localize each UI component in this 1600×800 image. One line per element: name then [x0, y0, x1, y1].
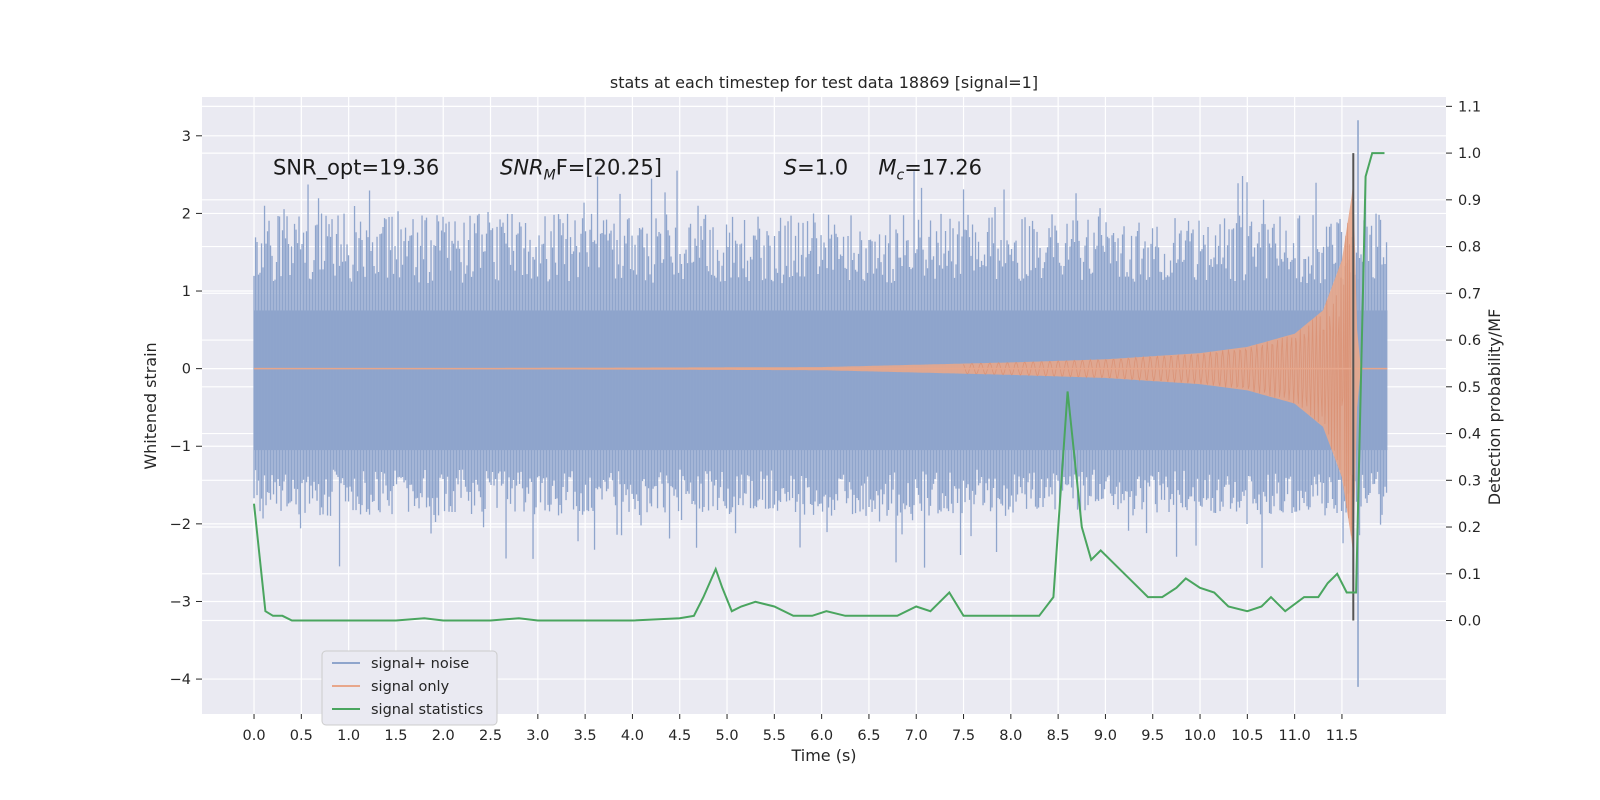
- y-left-tick-label: −3: [170, 594, 191, 610]
- tick-labels: 0.0 0.5 1.0 1.5 2.0 2.5 3.0 3.5 4.0 4.5 5.0 5.5 6.0 6…: [170, 99, 1481, 744]
- x-tick-label: 0.5: [290, 728, 313, 744]
- x-tick-label: 11.5: [1326, 728, 1358, 744]
- x-tick-label: 0.0: [242, 728, 265, 744]
- y-left-tick-label: −1: [170, 439, 191, 455]
- y-right-tick-label: 1.1: [1458, 99, 1481, 115]
- signal-chirp-oscillation: [963, 222, 1354, 536]
- y-left-tick-label: 2: [182, 206, 191, 222]
- y-right-tick-label: 0.9: [1458, 193, 1481, 209]
- y-right-tick-label: 0.4: [1458, 427, 1481, 443]
- x-tick-label: 4.5: [668, 728, 691, 744]
- y-right-tick-label: 0.3: [1458, 473, 1481, 489]
- x-tick-label: 11.0: [1278, 728, 1310, 744]
- x-tick-label: 6.0: [810, 728, 833, 744]
- series-signal-statistics: [253, 152, 1385, 622]
- legend-box: [321, 650, 498, 726]
- y-right-tick-label: 0.8: [1458, 240, 1481, 256]
- x-tick-label: 3.0: [526, 728, 549, 744]
- x-tick-label: 7.0: [905, 728, 928, 744]
- x-axis-label: Time (s): [790, 746, 856, 765]
- x-tick-label: 1.0: [337, 728, 360, 744]
- series-signal-only: [254, 182, 1388, 555]
- y-right-tick-label: 1.0: [1458, 146, 1481, 162]
- series-signal-noise: [253, 120, 1388, 687]
- y-right-tick-label: 0.2: [1458, 520, 1481, 536]
- annotation-text: Mc=17.26: [878, 156, 982, 184]
- x-tick-label: 10.5: [1231, 728, 1263, 744]
- y-right-tick-label: 0.5: [1458, 380, 1481, 396]
- x-tick-label: 5.5: [763, 728, 786, 744]
- y-left-tick-label: −4: [170, 672, 191, 688]
- legend: signal+ noise signal only signal statist…: [321, 650, 498, 726]
- y-axis-label-right: Detection probability/MF: [1485, 309, 1504, 506]
- annotation-text: SNR_opt=19.36: [273, 156, 439, 181]
- x-tick-label: 4.0: [621, 728, 644, 744]
- x-tick-label: 3.5: [574, 728, 597, 744]
- x-tick-label: 9.5: [1141, 728, 1164, 744]
- y-left-tick-label: 1: [182, 284, 191, 300]
- x-tick-label: 7.5: [952, 728, 975, 744]
- y-axis-label-left: Whitened strain: [141, 342, 160, 469]
- y-right-tick-label: 0.1: [1458, 567, 1481, 583]
- x-tick-label: 10.0: [1184, 728, 1216, 744]
- annotation-text: S=1.0: [784, 156, 848, 180]
- x-tick-label: 2.5: [479, 728, 502, 744]
- x-tick-label: 1.5: [384, 728, 407, 744]
- y-right-tick-label: 0.0: [1458, 614, 1481, 630]
- legend-label-signal-statistics: signal statistics: [371, 702, 483, 718]
- y-left-tick-label: −2: [170, 517, 191, 533]
- x-tick-label: 8.5: [1047, 728, 1070, 744]
- y-right-tick-label: 0.6: [1458, 333, 1481, 349]
- y-left-tick-label: 0: [182, 362, 191, 378]
- x-tick-label: 2.0: [432, 728, 455, 744]
- x-tick-label: 9.0: [1094, 728, 1117, 744]
- x-tick-label: 8.0: [999, 728, 1022, 744]
- signal-statistics-line: [253, 152, 1385, 622]
- chart-title: stats at each timestep for test data 188…: [610, 73, 1038, 92]
- y-left-tick-label: 3: [182, 129, 191, 145]
- annotations: SNR_opt=19.36 SNRMF=[20.25] S=1.0 Mc=17.26: [273, 156, 982, 184]
- x-tick-label: 5.0: [716, 728, 739, 744]
- x-tick-label: 6.5: [857, 728, 880, 744]
- annotation-text: SNRMF=[20.25]: [500, 156, 662, 184]
- legend-label-signal-noise: signal+ noise: [371, 656, 469, 672]
- y-right-tick-label: 0.7: [1458, 286, 1481, 302]
- legend-label-signal-only: signal only: [371, 679, 450, 695]
